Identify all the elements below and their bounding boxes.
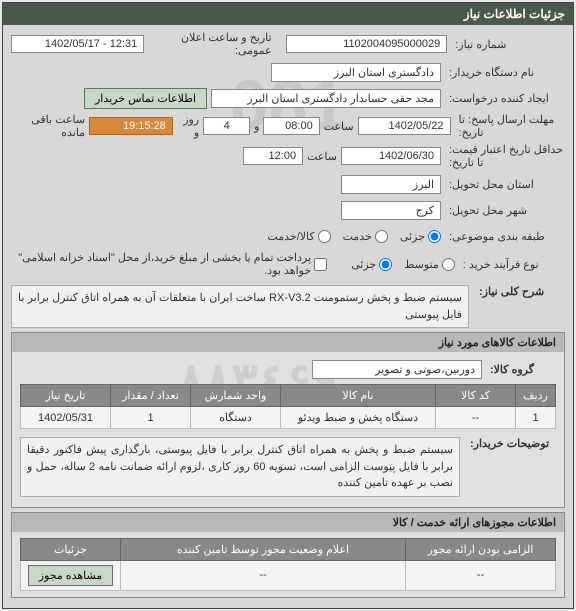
cell-date: 1402/05/31 bbox=[21, 407, 111, 429]
process-label: نوع فرآیند خرید : bbox=[459, 258, 565, 271]
and-label: و bbox=[254, 120, 259, 133]
items-header-row: ردیف کد کالا نام کالا واحد شمارش تعداد /… bbox=[21, 385, 556, 407]
province-label: استان محل تحویل: bbox=[445, 178, 565, 191]
remaining-label: ساعت باقی مانده bbox=[11, 113, 85, 139]
pcell-1: -- bbox=[406, 560, 556, 590]
process-option-1[interactable]: متوسط bbox=[404, 258, 455, 271]
permits-row: -- -- مشاهده مجوز bbox=[21, 560, 556, 590]
contact-button[interactable]: اطلاعات تماس خریدار bbox=[84, 88, 207, 109]
process-label-2: جزئی bbox=[351, 258, 376, 271]
cell-code: -- bbox=[436, 407, 516, 429]
pcell-2: -- bbox=[121, 560, 406, 590]
category-label-1: جزئی bbox=[400, 230, 425, 243]
col-code: کد کالا bbox=[436, 385, 516, 407]
form-area: 081 شماره نیاز: 1102004095000029 تاریخ و… bbox=[3, 25, 573, 608]
items-body: ٨٨٣٤۶٩ گروه کالا: دوربین،صوتی و تصویر رد… bbox=[12, 352, 564, 507]
category-label-3: کالا/خدمت bbox=[267, 230, 314, 243]
category-label: طبقه بندی موضوعی: bbox=[445, 230, 565, 243]
pcell-3: مشاهده مجوز bbox=[21, 560, 121, 590]
process-radio-2[interactable] bbox=[379, 258, 392, 271]
table-row: 1 -- دستگاه پخش و ضبط ویدئو دستگاه 1 140… bbox=[21, 407, 556, 429]
main-panel-header: جزئیات اطلاعات نیاز bbox=[3, 3, 573, 25]
announce-value: 12:31 - 1402/05/17 bbox=[11, 35, 144, 53]
hour-label-1: ساعت bbox=[324, 120, 354, 133]
hour-label-2: ساعت bbox=[307, 150, 337, 163]
cell-n: 1 bbox=[516, 407, 556, 429]
items-table: ردیف کد کالا نام کالا واحد شمارش تعداد /… bbox=[20, 384, 556, 429]
process-radio-1[interactable] bbox=[442, 258, 455, 271]
creator-label: ایجاد کننده درخواست: bbox=[445, 92, 565, 105]
process-radio-group: متوسط جزئی bbox=[351, 258, 455, 271]
cell-name: دستگاه پخش و ضبط ویدئو bbox=[281, 407, 436, 429]
col-n: ردیف bbox=[516, 385, 556, 407]
category-radio-2[interactable] bbox=[375, 230, 388, 243]
cell-unit: دستگاه bbox=[191, 407, 281, 429]
remaining-time: 19:15:28 bbox=[89, 117, 173, 135]
permits-body: الزامی بودن ارائه مجور اعلام وضعیت مجوز … bbox=[12, 532, 564, 597]
category-radio-1[interactable] bbox=[428, 230, 441, 243]
deadline-label: مهلت ارسال پاسخ: تا تاریخ: bbox=[455, 113, 565, 139]
need-number-label: شماره نیاز: bbox=[451, 38, 565, 51]
group-label: گروه کالا: bbox=[486, 363, 556, 376]
category-label-2: خدمت bbox=[343, 230, 372, 243]
creator-value: مجد حقی حسابدار دادگستری استان البرز bbox=[211, 89, 441, 108]
col-date: تاریخ نیاز bbox=[21, 385, 111, 407]
process-label-1: متوسط bbox=[404, 258, 439, 271]
announce-label: تاریخ و ساعت اعلان عمومی: bbox=[148, 31, 271, 57]
items-panel: اطلاعات کالاهای مورد نیاز ٨٨٣٤۶٩ گروه کا… bbox=[11, 332, 565, 508]
city-label: شهر محل تحویل: bbox=[445, 204, 565, 217]
items-header: اطلاعات کالاهای مورد نیاز bbox=[12, 333, 564, 352]
category-option-1[interactable]: جزئی bbox=[400, 230, 441, 243]
city-value: کرج bbox=[341, 201, 441, 220]
deadline-hour: 08:00 bbox=[263, 117, 319, 135]
days-value: 4 bbox=[203, 117, 250, 135]
category-option-3[interactable]: کالا/خدمت bbox=[267, 230, 330, 243]
days-label: روز و bbox=[177, 113, 199, 139]
col-qty: تعداد / مقدار bbox=[111, 385, 191, 407]
buyer-notes-text: سیستم ضبط و پخش به همراه اتاق کنترل براب… bbox=[20, 437, 460, 497]
buyer-label: نام دستگاه خریدار: bbox=[445, 66, 565, 79]
category-radio-group: جزئی خدمت کالا/خدمت bbox=[267, 230, 441, 243]
permits-header: اطلاعات مجوزهای ارائه خدمت / کالا bbox=[12, 513, 564, 532]
deadline-date: 1402/05/22 bbox=[358, 117, 451, 135]
category-option-2[interactable]: خدمت bbox=[343, 230, 388, 243]
min-valid-label: حداقل تاریخ اعتبار قیمت: تا تاریخ: bbox=[445, 143, 565, 169]
min-valid-date: 1402/06/30 bbox=[341, 147, 441, 165]
permits-panel: اطلاعات مجوزهای ارائه خدمت / کالا الزامی… bbox=[11, 512, 565, 598]
min-valid-hour: 12:00 bbox=[243, 147, 303, 165]
process-note-checkbox[interactable] bbox=[314, 258, 327, 271]
col-name: نام کالا bbox=[281, 385, 436, 407]
buyer-value: دادگستری استان البرز bbox=[271, 63, 441, 82]
col-unit: واحد شمارش bbox=[191, 385, 281, 407]
view-permit-button[interactable]: مشاهده مجوز bbox=[28, 565, 113, 586]
desc-title-text: سیستم ضبط و پخش رستمومنت RX-V3.2 ساخت ای… bbox=[11, 285, 469, 328]
desc-title-label: شرح کلی نیاز: bbox=[475, 285, 565, 298]
process-option-2[interactable]: جزئی bbox=[351, 258, 392, 271]
process-note: پرداخت تمام یا بخشی از مبلغ خرید،از محل … bbox=[11, 251, 311, 277]
group-value: دوربین،صوتی و تصویر bbox=[312, 360, 482, 379]
buyer-notes-label: توضیحات خریدار: bbox=[466, 437, 556, 450]
permits-table: الزامی بودن ارائه مجور اعلام وضعیت مجوز … bbox=[20, 538, 556, 591]
cell-qty: 1 bbox=[111, 407, 191, 429]
main-panel: جزئیات اطلاعات نیاز 081 شماره نیاز: 1102… bbox=[2, 2, 574, 609]
process-note-item: پرداخت تمام یا بخشی از مبلغ خرید،از محل … bbox=[11, 251, 327, 277]
need-number-value: 1102004095000029 bbox=[286, 35, 448, 53]
province-value: البرز bbox=[341, 175, 441, 194]
category-radio-3[interactable] bbox=[318, 230, 331, 243]
